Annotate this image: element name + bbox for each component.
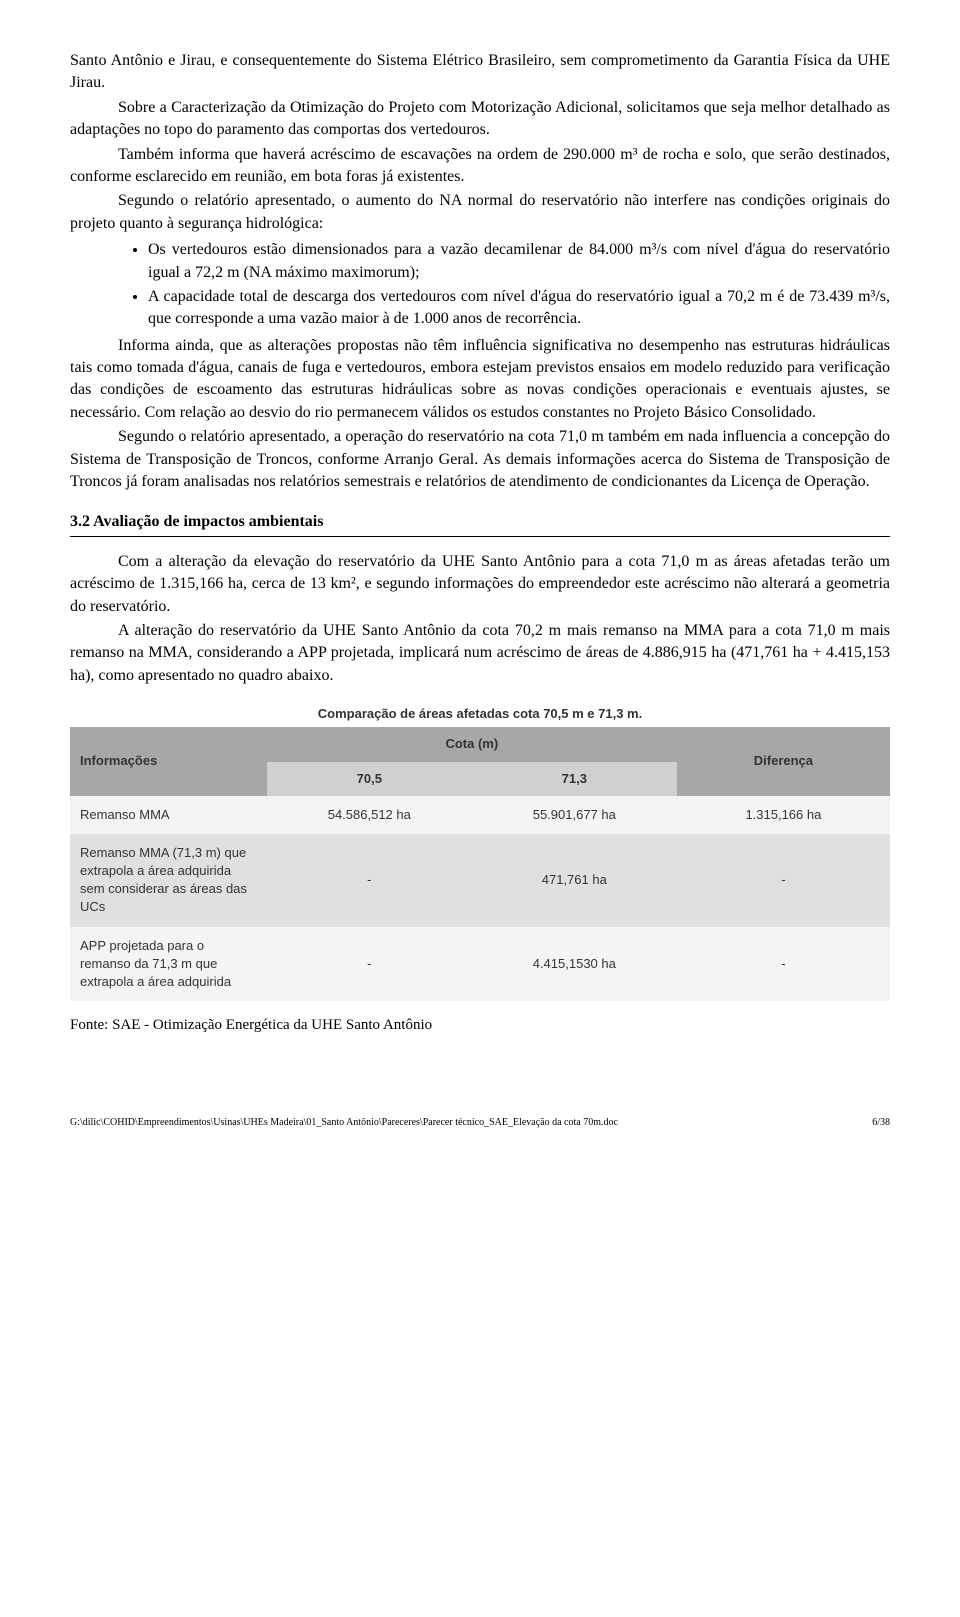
comparison-table: Informações Cota (m) Diferença 70,5 71,3…	[70, 727, 890, 1001]
page-footer: G:\dilic\COHID\Empreendimentos\Usinas\UH…	[70, 1116, 890, 1130]
table-caption: Comparação de áreas afetadas cota 70,5 m…	[70, 705, 890, 723]
table-row: APP projetada para o remanso da 71,3 m q…	[70, 927, 890, 1002]
cell-row1-v2: 55.901,677 ha	[472, 796, 677, 834]
paragraph-3: Também informa que haverá acréscimo de e…	[70, 144, 890, 189]
th-informacoes: Informações	[70, 727, 267, 795]
cell-row1-v1: 54.586,512 ha	[267, 796, 472, 834]
cell-row1-diff: 1.315,166 ha	[677, 796, 890, 834]
footer-path: G:\dilic\COHID\Empreendimentos\Usinas\UH…	[70, 1116, 618, 1130]
cell-row2-v1: -	[267, 834, 472, 927]
section-heading-3-2: 3.2 Avaliação de impactos ambientais	[70, 511, 890, 533]
paragraph-5: Informa ainda, que as alterações propost…	[70, 335, 890, 425]
paragraph-6: Segundo o relatório apresentado, a opera…	[70, 426, 890, 493]
cell-row2-diff: -	[677, 834, 890, 927]
paragraph-4: Segundo o relatório apresentado, o aumen…	[70, 190, 890, 235]
bullet-item-1: Os vertedouros estão dimensionados para …	[148, 239, 890, 284]
bullet-list: Os vertedouros estão dimensionados para …	[70, 239, 890, 331]
cell-row1-label: Remanso MMA	[70, 796, 267, 834]
th-diferenca: Diferença	[677, 727, 890, 795]
cell-row3-diff: -	[677, 927, 890, 1002]
th-71-3: 71,3	[472, 762, 677, 796]
cell-row3-label: APP projetada para o remanso da 71,3 m q…	[70, 927, 267, 1002]
footer-page-number: 6/38	[872, 1116, 890, 1130]
th-70-5: 70,5	[267, 762, 472, 796]
section-rule	[70, 536, 890, 537]
table-source: Fonte: SAE - Otimização Energética da UH…	[70, 1015, 890, 1036]
table-row: Remanso MMA (71,3 m) que extrapola a áre…	[70, 834, 890, 927]
th-cota: Cota (m)	[267, 727, 677, 761]
paragraph-7: Com a alteração da elevação do reservató…	[70, 551, 890, 618]
bullet-item-2: A capacidade total de descarga dos verte…	[148, 286, 890, 331]
cell-row3-v1: -	[267, 927, 472, 1002]
cell-row3-v2: 4.415,1530 ha	[472, 927, 677, 1002]
cell-row2-v2: 471,761 ha	[472, 834, 677, 927]
paragraph-8: A alteração do reservatório da UHE Santo…	[70, 620, 890, 687]
paragraph-1: Santo Antônio e Jirau, e consequentement…	[70, 50, 890, 95]
paragraph-2: Sobre a Caracterização da Otimização do …	[70, 97, 890, 142]
table-row: Remanso MMA 54.586,512 ha 55.901,677 ha …	[70, 796, 890, 834]
cell-row2-label: Remanso MMA (71,3 m) que extrapola a áre…	[70, 834, 267, 927]
